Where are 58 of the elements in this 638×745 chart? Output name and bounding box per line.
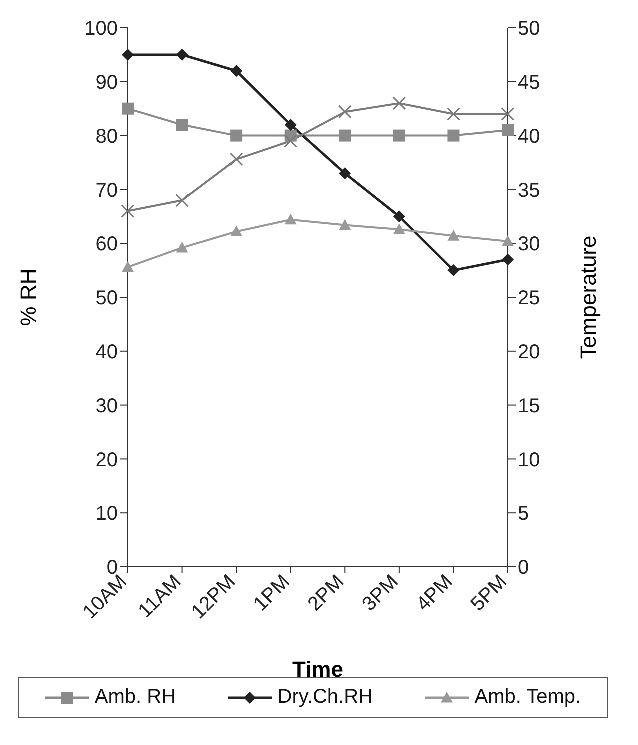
- point: [230, 130, 243, 142]
- point: [176, 119, 188, 132]
- point: [502, 235, 514, 246]
- legend-label: Dry.Ch.RH: [276, 686, 373, 709]
- point: [393, 224, 406, 234]
- legend-label: Amb. RH: [94, 686, 176, 709]
- point: [393, 210, 406, 223]
- point: [502, 124, 514, 136]
- point: [122, 102, 134, 115]
- point: [284, 134, 298, 148]
- y2-tick-label: 5: [518, 503, 530, 526]
- point: [122, 261, 134, 272]
- point: [339, 219, 352, 230]
- point: [230, 152, 244, 166]
- point: [501, 107, 515, 121]
- point: [502, 254, 514, 266]
- y-tick-label: 70: [96, 180, 118, 202]
- y-tick-label: 60: [96, 234, 118, 256]
- y2-tick-label: 20: [518, 342, 540, 364]
- y-tick-label: 90: [96, 72, 118, 94]
- y-tick-label: 100: [84, 18, 118, 40]
- point: [448, 264, 460, 277]
- point: [448, 230, 460, 241]
- y-axis-title: % RH: [16, 268, 41, 326]
- y-tick-label: 50: [96, 288, 118, 310]
- y2-tick-label: 0: [518, 557, 530, 580]
- point: [230, 226, 243, 237]
- y-tick-label: 40: [96, 342, 118, 364]
- point: [284, 119, 297, 132]
- point: [176, 242, 188, 253]
- point: [448, 130, 460, 142]
- y2-axis-title: Temperature: [576, 236, 601, 360]
- point: [284, 214, 297, 225]
- y-tick-label: 20: [96, 449, 118, 472]
- y-tick-label: 10: [96, 503, 118, 526]
- point: [446, 107, 460, 121]
- point: [122, 48, 134, 61]
- point: [339, 130, 352, 142]
- x-axis-title: Time: [292, 657, 344, 682]
- y2-tick-label: 25: [518, 288, 540, 310]
- point: [121, 204, 135, 218]
- legend-label: Amb. Temp.: [474, 686, 582, 709]
- point: [392, 96, 406, 110]
- point: [176, 194, 190, 208]
- point: [393, 130, 406, 142]
- y2-tick-label: 15: [518, 395, 540, 418]
- y2-tick-label: 10: [518, 449, 540, 472]
- y2-tick-label: 45: [518, 72, 540, 94]
- y2-tick-label: 40: [518, 126, 540, 148]
- point: [338, 105, 352, 119]
- y-tick-label: 80: [96, 126, 118, 148]
- y-tick-label: 30: [96, 395, 118, 418]
- point: [339, 168, 352, 180]
- y2-tick-label: 35: [518, 180, 540, 202]
- point: [230, 65, 243, 78]
- point: [176, 48, 188, 61]
- y2-tick-label: 30: [518, 234, 540, 256]
- y2-tick-label: 50: [518, 18, 540, 40]
